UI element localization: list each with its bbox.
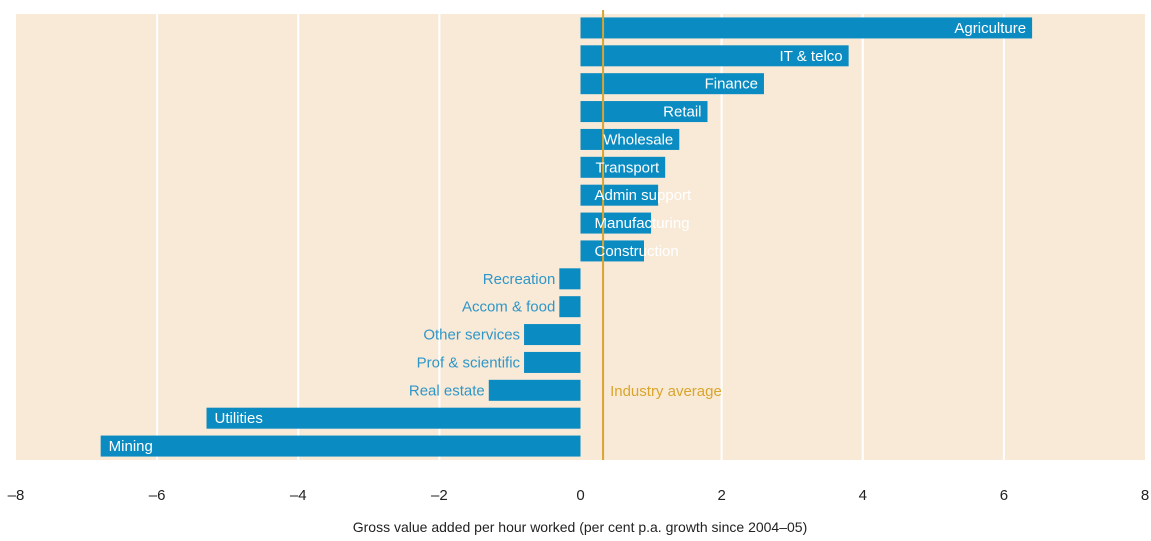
bar-label: IT & telco [780, 48, 843, 65]
bar-label: Recreation [483, 271, 556, 288]
bar-label: Utilities [215, 410, 263, 427]
bar [580, 128, 680, 150]
x-tick-label: 8 [1141, 487, 1149, 504]
x-tick-label: –4 [290, 487, 307, 504]
bar [580, 45, 849, 67]
industry-average-label: Industry average [610, 383, 722, 400]
bar [206, 407, 581, 429]
bar-label: Accom & food [462, 299, 555, 316]
bar-label: Wholesale [603, 131, 673, 148]
bar-label: Manufacturing [595, 215, 690, 232]
bar-label: Other services [423, 327, 520, 344]
bar [580, 212, 652, 234]
bar [559, 296, 581, 318]
bar [559, 268, 581, 290]
bar [524, 351, 581, 373]
bar-label: Real estate [409, 382, 485, 399]
bar [580, 17, 1033, 39]
x-axis-label: Gross value added per hour worked (per c… [353, 519, 808, 535]
x-axis-ticks: –8 –6 –4 –2 0 2 4 6 8 [8, 487, 1150, 504]
bar-label: Finance [705, 76, 758, 93]
bar [524, 324, 581, 346]
x-tick-label: 2 [717, 487, 725, 504]
bar [488, 379, 581, 401]
bar-label: Agriculture [954, 20, 1026, 37]
x-tick-label: –8 [8, 487, 25, 504]
bar [580, 156, 666, 178]
industry-average: Industry average [602, 10, 722, 460]
bar [580, 101, 708, 123]
x-tick-label: 4 [859, 487, 867, 504]
bar [580, 240, 645, 262]
bar-label: Admin support [595, 187, 693, 204]
bar-label: Prof & scientific [417, 354, 521, 371]
bar-label: Construction [595, 243, 679, 260]
bar-label: Retail [663, 104, 701, 121]
x-tick-label: 0 [576, 487, 584, 504]
bar [100, 435, 581, 457]
x-tick-label: 6 [1000, 487, 1008, 504]
bar-label: Transport [596, 159, 660, 176]
x-tick-label: –6 [149, 487, 166, 504]
bar [580, 184, 659, 206]
bars [100, 17, 1033, 457]
bar [580, 73, 764, 95]
bar-label: Mining [109, 438, 153, 455]
x-tick-label: –2 [431, 487, 448, 504]
